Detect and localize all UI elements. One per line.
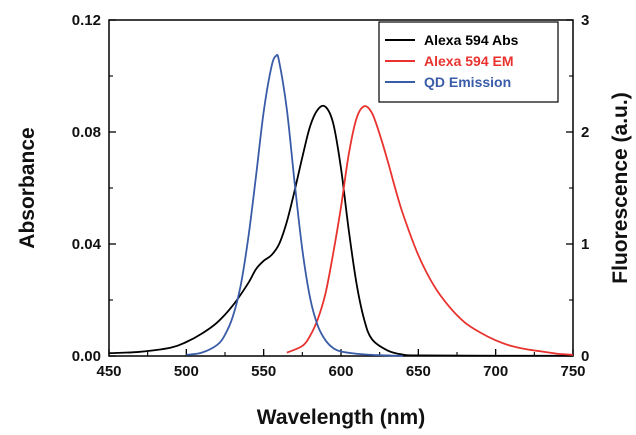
y-axis-title: Absorbance — [16, 127, 39, 248]
legend-label-alexa-594-abs: Alexa 594 Abs — [424, 32, 519, 48]
series-line-alexa-594-em — [286, 105, 574, 356]
x-tick-label: 650 — [406, 363, 431, 380]
series-line-alexa-594-abs — [108, 104, 574, 357]
x-axis-ticks: 450 500 550 600 650 700 750 — [96, 349, 586, 380]
legend-label-qd-emission: QD Emission — [424, 74, 511, 90]
y-tick-label: 0.00 — [72, 348, 101, 365]
x-tick-label: 600 — [328, 363, 353, 380]
y-tick-label: 0.12 — [72, 12, 101, 29]
y2-axis-ticks: 0 1 2 3 — [566, 12, 589, 365]
y-tick-label: 0.04 — [72, 236, 102, 253]
legend: Alexa 594 Abs Alexa 594 EM QD Emission — [378, 21, 559, 103]
y2-tick-label: 3 — [581, 12, 589, 29]
x-tick-label: 500 — [174, 363, 199, 380]
y2-tick-label: 2 — [581, 124, 589, 141]
series-lines — [108, 53, 574, 357]
legend-items: Alexa 594 Abs Alexa 594 EM QD Emission — [385, 32, 519, 90]
y-axis-ticks: 0.00 0.04 0.08 0.12 — [72, 12, 116, 365]
y2-tick-label: 0 — [581, 348, 589, 365]
x-tick-label: 700 — [483, 363, 508, 380]
y2-tick-label: 1 — [581, 236, 589, 253]
x-axis-title: Wavelength (nm) — [257, 406, 425, 429]
x-tick-label: 550 — [251, 363, 276, 380]
x-tick-label: 450 — [96, 363, 121, 380]
series-line-qd-emission — [186, 53, 403, 357]
y-tick-label: 0.08 — [72, 124, 101, 141]
x-tick-label: 750 — [560, 363, 585, 380]
y2-axis-title: Fluorescence (a.u.) — [609, 92, 632, 283]
legend-label-alexa-594-em: Alexa 594 EM — [424, 53, 514, 69]
